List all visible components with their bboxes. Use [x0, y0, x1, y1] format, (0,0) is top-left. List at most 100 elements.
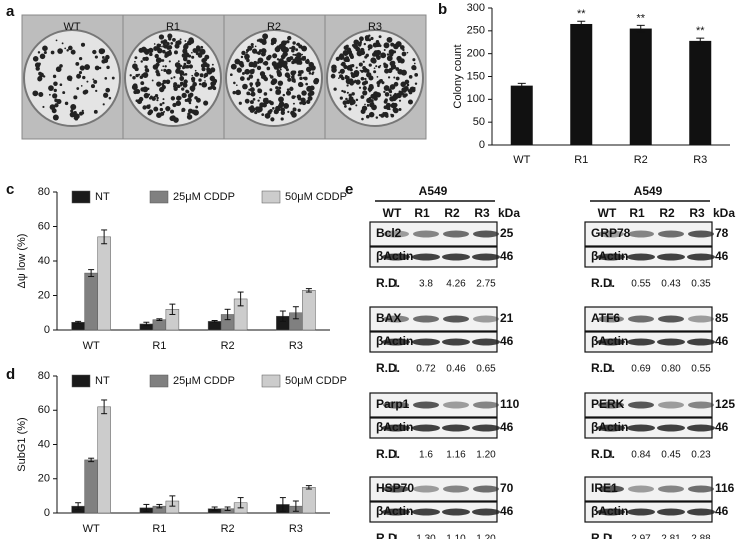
colony [244, 98, 250, 104]
y-axis-label: Δψ low (%) [16, 234, 28, 289]
colony [347, 68, 350, 71]
colony [256, 78, 260, 82]
kda-label: 46 [715, 249, 729, 263]
colony [269, 74, 272, 77]
colony [348, 107, 352, 111]
colony [144, 65, 148, 69]
colony [392, 93, 399, 100]
colony [104, 77, 108, 80]
band [627, 253, 655, 261]
colony [400, 81, 407, 88]
rd-value: 0.55 [631, 279, 651, 290]
band [598, 485, 624, 493]
colony [172, 102, 177, 108]
colony [383, 42, 390, 49]
colony [156, 72, 161, 77]
colony [390, 64, 397, 70]
colony [313, 77, 320, 84]
colony [80, 42, 86, 47]
colony [383, 90, 386, 94]
colony [168, 37, 172, 41]
colony [398, 99, 402, 102]
colony [194, 96, 198, 100]
colony [259, 71, 266, 77]
colony [179, 76, 184, 82]
colony [32, 56, 39, 62]
y-tick-label: 40 [38, 438, 50, 450]
rd-value: 1.6 [419, 450, 433, 461]
rd-label: R.D. [591, 276, 615, 290]
colony [367, 44, 373, 50]
colony [299, 76, 303, 81]
band [597, 508, 625, 516]
colony [190, 88, 195, 92]
rd-value: 1.10 [446, 534, 466, 539]
kda-label: 110 [500, 397, 520, 411]
colony [399, 45, 405, 50]
loading-label: βActin [591, 420, 628, 434]
colony [186, 59, 191, 65]
colony [191, 51, 193, 54]
colony [378, 44, 382, 48]
colony [359, 40, 363, 44]
y-tick-label: 150 [467, 70, 485, 82]
colony [184, 43, 189, 48]
colony [296, 43, 299, 46]
colony [373, 67, 376, 69]
band [688, 485, 714, 493]
colony [236, 84, 238, 87]
colony [162, 79, 167, 84]
colony [159, 103, 163, 106]
colony [404, 79, 410, 85]
colony [73, 113, 80, 120]
colony [181, 110, 184, 113]
colony [160, 41, 163, 44]
band [657, 338, 685, 346]
colony [52, 74, 57, 79]
colony [346, 78, 351, 83]
colony [276, 62, 282, 67]
colony [338, 77, 340, 79]
band [627, 424, 655, 432]
colony [70, 49, 76, 55]
colony [149, 95, 153, 99]
colony [376, 55, 381, 60]
legend-label: 25μM CDDP [173, 375, 235, 387]
band [442, 424, 470, 432]
bar [570, 23, 593, 145]
colony [84, 89, 89, 94]
colony [380, 113, 385, 118]
colony [140, 46, 147, 53]
colony [389, 94, 392, 97]
colony [151, 79, 154, 82]
colony [185, 55, 188, 58]
rd-value: 0.43 [661, 279, 681, 290]
colony [154, 53, 159, 59]
band [472, 253, 500, 261]
colony [102, 103, 105, 106]
colony [204, 54, 210, 60]
colony [364, 80, 369, 85]
colony [239, 76, 245, 81]
colony [399, 58, 405, 64]
colony [390, 103, 395, 108]
colony [250, 43, 254, 47]
colony [307, 95, 313, 101]
colony [280, 110, 285, 115]
colony [161, 82, 165, 86]
rd-value: 0.23 [691, 450, 711, 461]
y-tick-label: 40 [38, 255, 50, 267]
kda-label: 85 [715, 311, 729, 325]
colony [108, 96, 112, 100]
band [443, 401, 469, 409]
colony [399, 72, 402, 75]
colony [203, 72, 209, 78]
colony [162, 42, 166, 46]
colony [175, 100, 182, 107]
rd-value: 0.45 [661, 450, 681, 461]
colony [242, 83, 248, 90]
colony [241, 72, 245, 75]
colony [197, 53, 203, 58]
colony [248, 88, 251, 91]
colony [293, 80, 296, 83]
